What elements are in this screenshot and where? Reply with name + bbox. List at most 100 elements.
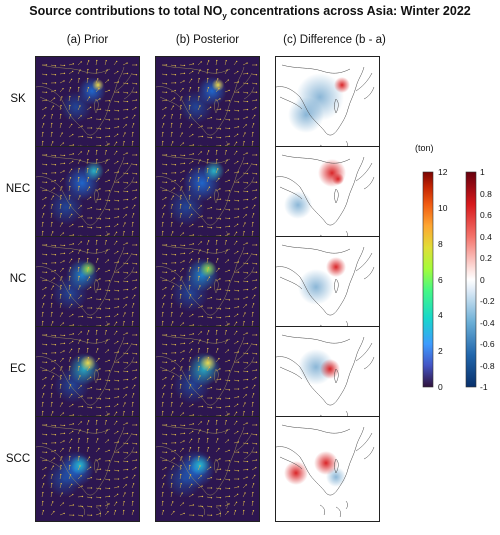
wind-vector	[224, 226, 230, 228]
wind-vector	[170, 367, 175, 372]
wind-vector	[188, 456, 191, 462]
wind-vector	[104, 199, 110, 201]
wind-vector	[206, 258, 209, 264]
wind-vector-head	[72, 403, 74, 406]
wind-vector-head	[79, 285, 81, 287]
wind-vector	[104, 150, 107, 156]
wind-vector	[122, 411, 125, 417]
wind-vector-head	[72, 414, 75, 416]
wind-vector-head	[126, 378, 129, 381]
wind-vector-head	[192, 153, 195, 155]
wind-vector	[41, 231, 44, 237]
wind-vector-head	[181, 132, 183, 134]
wind-vector-head	[216, 158, 218, 161]
wind-vector	[95, 496, 101, 498]
wind-vector	[50, 213, 53, 219]
wind-vector	[113, 412, 117, 417]
wind-vector	[41, 312, 44, 318]
wind-vector	[197, 375, 201, 381]
wind-vector-head	[165, 64, 168, 66]
coastline	[79, 500, 108, 518]
wind-vector	[179, 412, 184, 417]
map-panel-ec-prior	[35, 326, 140, 432]
wind-vector	[161, 492, 164, 498]
wind-vector	[122, 394, 127, 399]
wind-vector	[188, 333, 194, 336]
wind-vector-head	[219, 512, 221, 515]
wind-vector	[215, 487, 221, 490]
wind-vector-head	[165, 99, 168, 101]
wind-vector-head	[237, 250, 239, 253]
wind-vector	[86, 177, 89, 183]
wind-vector-head	[96, 338, 98, 341]
wind-vector-head	[208, 366, 211, 368]
wind-vector	[95, 368, 101, 372]
wind-vector-head	[207, 257, 209, 260]
wind-vector-head	[132, 500, 134, 503]
wind-vector	[131, 287, 136, 291]
wind-vector-head	[180, 113, 182, 116]
concentration-plume	[211, 78, 225, 92]
wind-vector-head	[45, 353, 48, 355]
wind-vector-head	[44, 474, 46, 477]
wind-vector	[242, 100, 248, 102]
wind-vector	[86, 377, 91, 381]
wind-vector-head	[174, 65, 177, 67]
wind-vector-head	[51, 293, 54, 296]
wind-vector-head	[72, 234, 75, 236]
wind-vector-head	[135, 369, 138, 371]
wind-vector-head	[171, 392, 173, 395]
wind-vector	[131, 303, 134, 309]
wind-vector-head	[117, 361, 120, 363]
wind-vector	[242, 222, 246, 228]
coastline	[94, 458, 99, 474]
wind-vector	[161, 141, 164, 147]
wind-vector-head	[45, 361, 48, 363]
wind-vector	[242, 451, 248, 454]
wind-vector	[131, 483, 134, 489]
wind-vector	[242, 242, 248, 246]
wind-vector-head	[198, 275, 200, 278]
wind-vector-head	[173, 277, 176, 279]
wind-vector	[197, 339, 201, 345]
coastline	[115, 252, 135, 280]
wind-vector	[170, 321, 174, 327]
wind-vector	[206, 316, 212, 318]
wind-vector-head	[181, 366, 183, 368]
wind-vector	[224, 316, 230, 318]
wind-vector-head	[88, 186, 91, 188]
wind-vector	[206, 117, 212, 120]
wind-vector-head	[201, 125, 203, 127]
wind-vector	[131, 163, 137, 165]
wind-vector-head	[81, 505, 84, 508]
wind-vector-head	[199, 429, 201, 431]
wind-vector-head	[246, 62, 248, 64]
wind-vector-head	[164, 114, 166, 117]
wind-vector-head	[70, 348, 73, 351]
wind-vector	[161, 82, 167, 85]
wind-vector	[104, 439, 109, 444]
wind-vector	[206, 447, 209, 453]
wind-vector-head	[228, 323, 230, 325]
wind-vector-head	[79, 429, 81, 431]
wind-vector-head	[181, 222, 183, 224]
column-header-difference: (c) Difference (b - a)	[283, 34, 386, 46]
wind-vector	[122, 402, 126, 408]
wind-vector	[68, 341, 73, 345]
wind-vector-head	[235, 231, 238, 233]
wind-vector	[197, 316, 203, 318]
wind-vector-head	[207, 357, 210, 359]
wind-vector-head	[45, 196, 47, 199]
wind-vector-head	[165, 106, 167, 109]
wind-vector	[197, 475, 202, 480]
wind-vector	[170, 286, 174, 291]
wind-vector-head	[132, 221, 134, 224]
wind-vector	[131, 73, 137, 75]
coastline	[355, 342, 375, 370]
colorbar-absolute-tick: 10	[438, 202, 448, 213]
wind-vector	[179, 170, 185, 174]
wind-vector	[224, 90, 230, 93]
wind-vector	[59, 366, 63, 372]
wind-vector	[206, 387, 212, 390]
wind-vector-head	[191, 160, 194, 163]
